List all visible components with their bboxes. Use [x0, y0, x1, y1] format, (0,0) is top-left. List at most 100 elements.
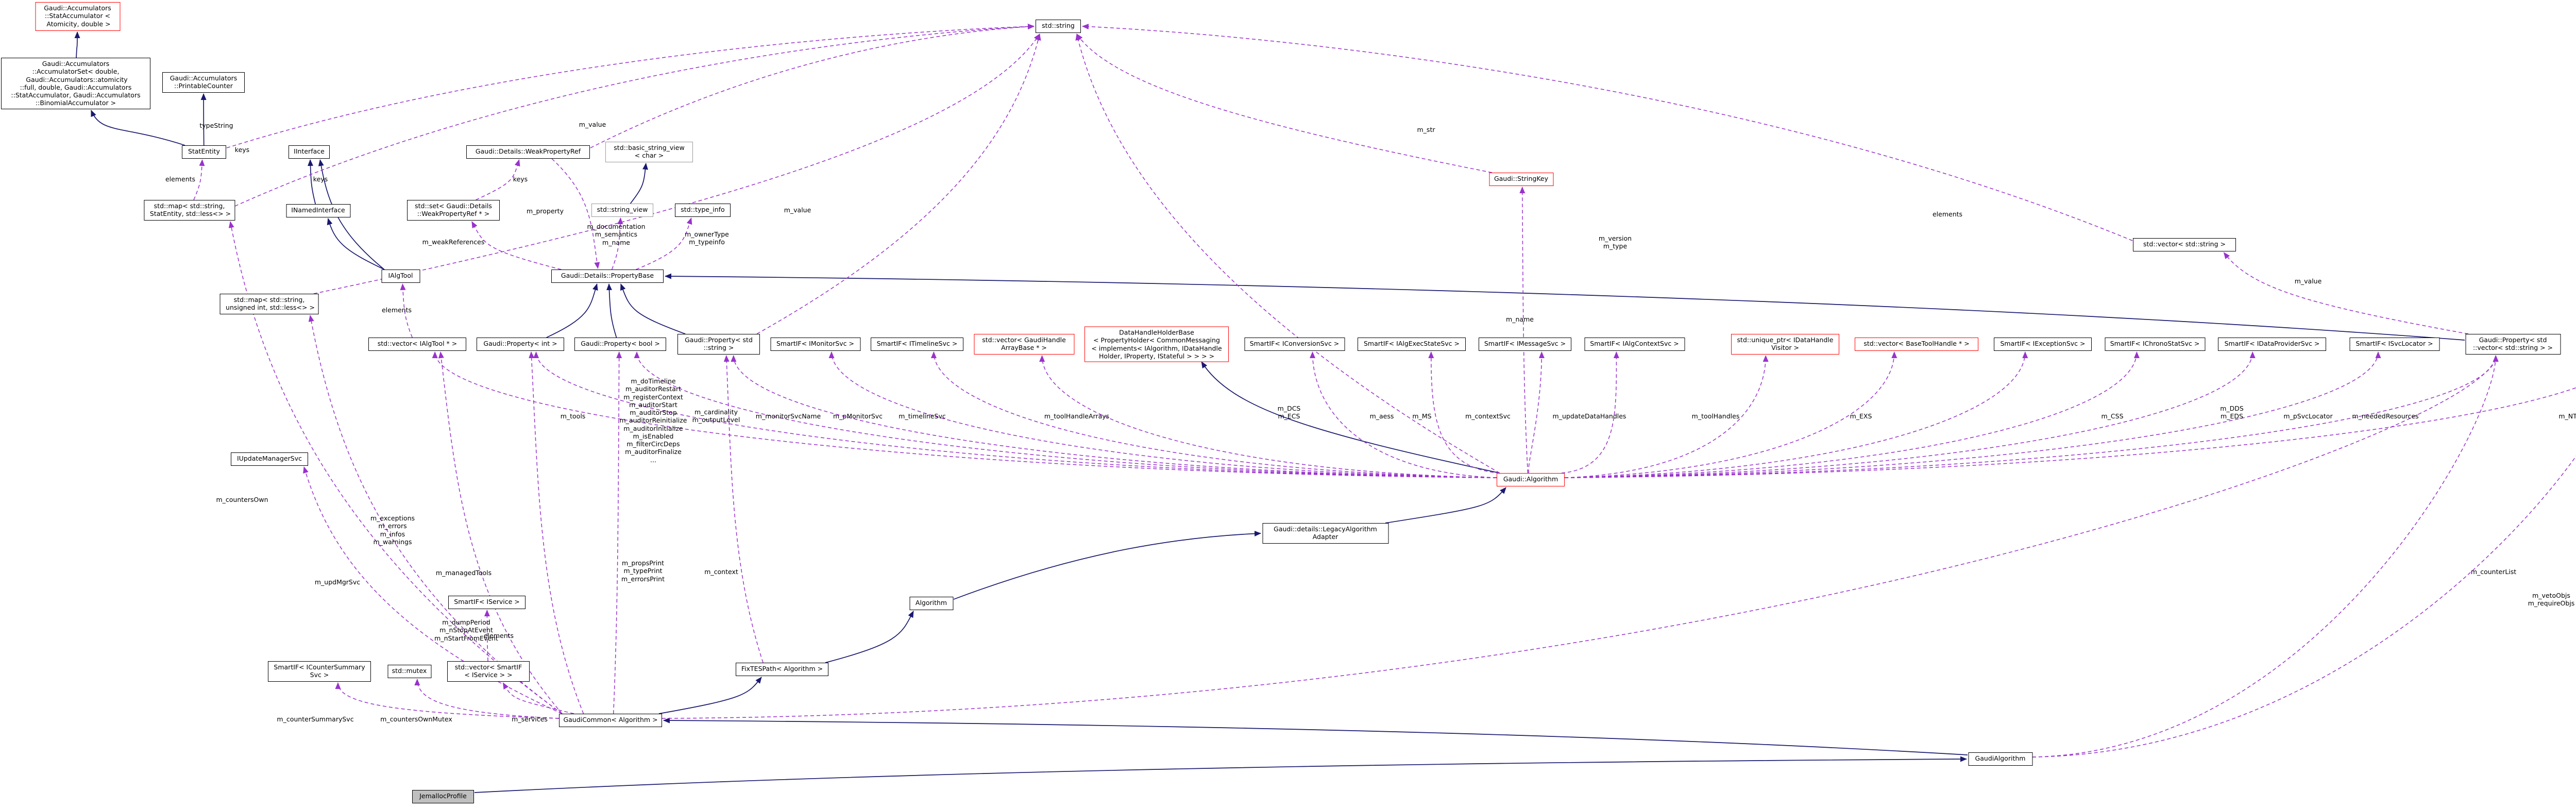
node-accumset[interactable]: Gaudi::Accumulators ::AccumulatorSet< do… [1, 58, 150, 109]
edge-gaudi_algorithm-smartif_ialgcontextsvc [1561, 351, 1619, 474]
node-statentity[interactable]: StatEntity [182, 145, 226, 159]
edge-gaudi_algorithm-smartif_idataprovidersvc [1564, 351, 2256, 478]
edge-label-statentity-std_string: typeString [199, 122, 233, 129]
node-prop_bool[interactable]: Gaudi::Property< bool > [574, 338, 666, 351]
node-basic_sv[interactable]: std::basic_string_view < char > [605, 142, 693, 162]
node-smartif_itimelinesvc[interactable]: SmartIF< ITimelineSvc > [871, 338, 963, 351]
edge-label-weakpropref-std_string: m_value [579, 121, 606, 128]
node-printcounter[interactable]: Gaudi::Accumulators ::PrintableCounter [162, 72, 245, 93]
edge-label-propertybase-string_view: m_documentation m_semantics m_name [587, 223, 646, 246]
node-fixtespath[interactable]: FixTESPath< Algorithm > [736, 663, 828, 676]
node-gaudicommon[interactable]: GaudiCommon< Algorithm > [559, 714, 662, 727]
edge-inamedinterface-iinterface [308, 159, 316, 205]
node-std_string[interactable]: std::string [1036, 20, 1081, 33]
edge-gaudicommon-mutex [414, 679, 560, 719]
node-type_info[interactable]: std::type_info [675, 204, 731, 217]
edge-gaudi_algorithm-stringkey [1519, 187, 1529, 474]
edge-gaudialgorithm-prop_vecstring [2032, 355, 2499, 758]
node-prop_vecstring[interactable]: Gaudi::Property< std ::vector< std::stri… [2465, 334, 2561, 355]
edge-label-gaudi_algorithm-smartif_iexceptionsvc: m_EXS [1850, 412, 1872, 420]
edge-label-gaudi_algorithm-vec_ghab: m_toolHandleArrays [1044, 412, 1110, 420]
edge-ialgtool-inamedinterface [327, 218, 385, 270]
edge-label-gaudi_algorithm-smartif_intuplesvc: m_NTS [2558, 412, 2576, 420]
edge-label-gaudi_algorithm-vec_ialgtool: m_tools [560, 412, 586, 420]
node-smartif_iconversionsvc[interactable]: SmartIF< IConversionSvc > [1244, 338, 1345, 351]
edge-label-map_statentity-statentity: elements [165, 175, 196, 183]
edge-gaudi_algorithm-smartif_iexceptionsvc [1564, 351, 2028, 478]
edge-label-gaudicommon-map_statentity: m_countersOwn [216, 496, 268, 503]
edge-label-gaudicommon-smartif_icss: m_counterSummarySvc [277, 715, 354, 723]
node-uptr_idhv: std::unique_ptr< IDataHandle Visitor > [1731, 334, 1839, 355]
edge-label-map_statentity-std_string: keys [234, 146, 250, 154]
edge-algorithm-legacyadapter [953, 531, 1261, 600]
edge-label-gaudi_algorithm-prop_bool: m_doTimeline m_auditorRestart m_register… [619, 377, 687, 464]
edge-gaudialgorithm-gaudicommon [663, 717, 1968, 755]
edge-propertybase-set_weakpropref [471, 221, 562, 270]
edge-label-gaudi_algorithm-uptr_idhv: m_updateDataHandles [1552, 412, 1626, 420]
node-inamedinterface[interactable]: INamedInterface [286, 204, 350, 217]
edge-gaudicommon-map_uint [308, 315, 563, 714]
edge-label-gaudicommon-map_uint: m_exceptions m_errors m_infos m_warnings [370, 514, 415, 546]
edge-prop_string-std_string [756, 33, 1041, 334]
edge-map_uint-std_string [313, 33, 1040, 294]
node-smartif_isvclocator[interactable]: SmartIF< ISvcLocator > [2349, 338, 2439, 351]
node-smartif_iservice[interactable]: SmartIF< IService > [448, 596, 526, 609]
edge-label-gaudi_algorithm-smartif_isvclocator: m_pSvcLocator [2283, 412, 2333, 420]
edge-label-gaudicommon-vec_smartif: m_services [512, 715, 548, 723]
edge-gaudicommon-vec_smartif [502, 682, 574, 714]
edge-label-gaudi_algorithm-smartif_ichronostatsvc: m_CSS [2101, 412, 2124, 420]
edge-weakpropref-propertybase [551, 158, 600, 269]
edge-gaudi_algorithm-smartif_ialgexecstatesvc [1428, 351, 1500, 474]
node-prop_int[interactable]: Gaudi::Property< int > [477, 338, 564, 351]
node-ialgtool[interactable]: IAlgTool [381, 270, 420, 283]
edge-propertybase-string_view [611, 217, 623, 270]
node-smartif_ialgcontextsvc[interactable]: SmartIF< IAlgContextSvc > [1584, 338, 1685, 351]
edge-gaudi_algorithm-smartif_iconversionsvc [1310, 351, 1497, 478]
node-string_view[interactable]: std::string_view [591, 204, 653, 217]
node-vec_smartif[interactable]: std::vector< SmartIF < IService > > [447, 661, 530, 682]
edge-weakpropref-std_string [590, 24, 1035, 148]
edge-label-prop_vecstring-vec_string: m_value [2294, 277, 2322, 285]
node-smartif_ialgexecstatesvc[interactable]: SmartIF< IAlgExecStateSvc > [1358, 338, 1466, 351]
node-vec_ialgtool[interactable]: std::vector< IAlgTool * > [368, 338, 466, 351]
node-vec_bth: std::vector< BaseToolHandle * > [1855, 338, 1978, 351]
node-iinterface[interactable]: IInterface [289, 145, 330, 159]
node-smartif_imessagesvc[interactable]: SmartIF< IMessageSvc > [1479, 338, 1571, 351]
node-weakpropref[interactable]: Gaudi::Details::WeakPropertyRef [466, 145, 590, 159]
node-algorithm[interactable]: Algorithm [909, 597, 953, 610]
edge-gaudicommon-prop_int [529, 351, 584, 714]
edge-label-gaudi_algorithm-smartif_imonitorsvc: m_pMonitorSvc [833, 412, 883, 420]
node-smartif_ichronostatsvc[interactable]: SmartIF< IChronoStatSvc > [2105, 338, 2205, 351]
node-smartif_iexceptionsvc[interactable]: SmartIF< IExceptionSvc > [1994, 338, 2092, 351]
edge-prop_vecstring-vec_string [2223, 252, 2469, 334]
edge-gaudi_algorithm-smartif_imonitorsvc [828, 351, 1497, 478]
node-smartif_icss[interactable]: SmartIF< ICounterSummary Svc > [268, 661, 371, 682]
node-gaudi_algorithm: Gaudi::Algorithm [1497, 473, 1565, 486]
node-iupdatemgrsvc[interactable]: IUpdateManagerSvc [231, 452, 308, 466]
edge-gaudi_algorithm-std_string [1075, 33, 1500, 474]
edge-label-vec_string-std_string: elements [1932, 210, 1963, 218]
node-dhhb: DataHandleHolderBase < PropertyHolder< C… [1084, 326, 1229, 362]
node-vec_ghab: std::vector< GaudiHandle ArrayBase * > [974, 334, 1074, 355]
edge-gaudi_algorithm-vec_ghab [1039, 355, 1497, 478]
node-map_statentity[interactable]: std::map< std::string, StatEntity, std::… [143, 200, 235, 221]
edge-label-gaudi_algorithm-smartif_idataprovidersvc: m_DDS m_EDS [2220, 405, 2244, 420]
node-mutex[interactable]: std::mutex [387, 665, 431, 678]
edge-propertybase-type_info [636, 217, 692, 270]
edge-label-prop_string-std_string: m_value [784, 206, 811, 214]
node-gaudialgorithm[interactable]: GaudiAlgorithm [1968, 752, 2032, 766]
node-propertybase[interactable]: Gaudi::Details::PropertyBase [551, 270, 664, 283]
node-map_uint[interactable]: std::map< std::string, unsigned int, std… [219, 294, 319, 314]
node-stataccum: Gaudi::Accumulators ::StatAccumulator < … [35, 2, 120, 31]
node-vec_string[interactable]: std::vector< std::string > [2133, 238, 2236, 251]
edge-label-gaudi_algorithm-smartif_iconversionsvc: m_DCS m_ECS [1277, 405, 1301, 420]
node-smartif_idataprovidersvc[interactable]: SmartIF< IDataProviderSvc > [2218, 338, 2326, 351]
edge-gaudi_algorithm-smartif_imessagesvc [1528, 351, 1545, 474]
node-smartif_imonitorsvc[interactable]: SmartIF< IMonitorSvc > [770, 338, 860, 351]
edge-label-gaudi_algorithm-prop_vecstring: m_neededResources [2352, 412, 2419, 420]
node-set_weakpropref[interactable]: std::set< Gaudi::Details ::WeakPropertyR… [407, 200, 500, 221]
node-legacyadapter[interactable]: Gaudi::details::LegacyAlgorithm Adapter [1262, 523, 1388, 544]
edge-gaudicommon-smartif_icss [335, 682, 560, 719]
node-prop_string[interactable]: Gaudi::Property< std ::string > [677, 334, 760, 355]
